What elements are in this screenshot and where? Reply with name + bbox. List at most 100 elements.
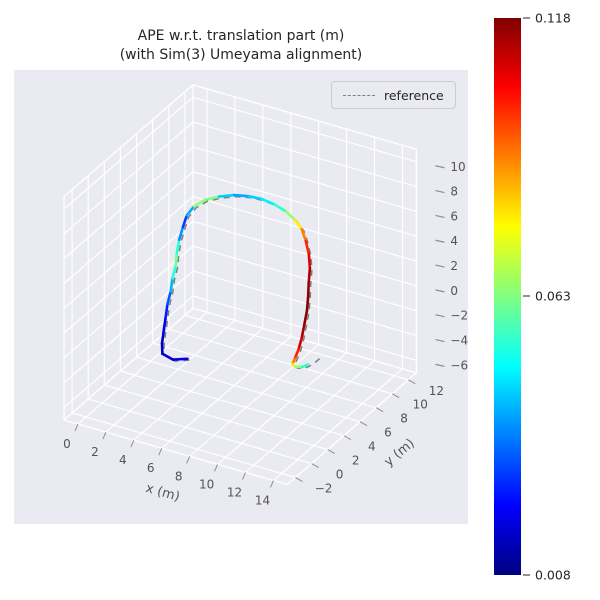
colorbar: [494, 18, 521, 575]
grid-line: [120, 370, 345, 437]
z-tick-mark: [435, 363, 445, 367]
z-tick-label: 4: [450, 234, 458, 248]
grid-line: [133, 327, 264, 441]
trajectory-segment: [175, 238, 181, 255]
trajectory-segment: [174, 251, 179, 267]
y-tick-mark: [408, 379, 416, 385]
y-tick-mark: [391, 393, 400, 399]
grid-line: [245, 360, 375, 473]
grid-line: [63, 307, 194, 421]
trajectory-segment: [204, 195, 221, 202]
x-tick-label: 4: [119, 453, 127, 467]
grid-line: [217, 352, 347, 465]
trajectory-segment: [166, 289, 172, 306]
x-tick-label: 14: [255, 493, 270, 507]
grid-line: [152, 342, 377, 409]
x-tick-mark: [74, 423, 79, 432]
x-tick-mark: [214, 464, 219, 472]
grid-line: [161, 336, 292, 449]
z-tick-label: 2: [450, 259, 458, 273]
y-tick-label: 6: [384, 426, 392, 440]
trajectory-segment: [307, 267, 312, 285]
trajectory-segment: [300, 322, 306, 340]
x-tick-label: 6: [147, 461, 155, 475]
x-tick-mark: [242, 472, 247, 480]
y-tick-mark: [375, 407, 384, 413]
colorbar-tick-label-mid: 0.063: [535, 288, 571, 304]
trajectory-segment: [247, 194, 264, 201]
trajectory-segment: [217, 193, 236, 198]
trajectory-segment: [181, 214, 189, 229]
y-tick-mark: [359, 421, 368, 427]
grid-line: [105, 319, 236, 433]
plot-title: APE w.r.t. translation part (m) (with Si…: [14, 27, 468, 65]
grid-line: [273, 368, 403, 481]
trajectory-segment: [233, 193, 250, 198]
z-tick-mark: [435, 190, 445, 194]
colorbar-tick-min: 0.008: [523, 568, 571, 583]
x-tick-mark: [158, 448, 163, 456]
trajectory-segment: [160, 328, 166, 345]
trajectory-segment: [297, 336, 304, 351]
trajectory-segment: [162, 315, 167, 332]
z-tick-label: −2: [450, 309, 468, 323]
y-tick-label: 12: [429, 384, 444, 398]
trajectory-segment: [305, 294, 310, 312]
grid-line: [63, 196, 194, 309]
x-tick-mark: [186, 456, 191, 464]
x-tick-label: 10: [199, 477, 214, 491]
grid-line: [63, 96, 194, 210]
y-tick-mark: [295, 477, 303, 482]
grid-line: [63, 245, 194, 359]
axes-background: [14, 70, 468, 524]
z-tick-mark: [435, 165, 445, 169]
colorbar-tick-label-max: 0.118: [535, 10, 571, 26]
trajectory-segment: [177, 225, 185, 242]
grid-line: [71, 412, 296, 479]
grid-line: [192, 146, 417, 212]
x-tick-mark: [102, 431, 107, 440]
grid-line: [63, 146, 194, 260]
grid-line: [192, 245, 417, 312]
z-tick-label: 6: [450, 209, 458, 223]
x-tick-mark: [270, 480, 274, 488]
z-tick-mark: [435, 314, 445, 318]
x-tick-label: 8: [175, 469, 183, 483]
grid-line: [63, 295, 194, 409]
grid-line: [104, 384, 328, 451]
grid-line: [192, 307, 417, 374]
z-tick-mark: [435, 289, 445, 293]
trajectory-segment: [300, 227, 308, 243]
trajectory-segment: [171, 264, 178, 280]
trajectory-segment: [284, 210, 297, 221]
grid-line: [63, 419, 288, 486]
legend: reference: [331, 81, 456, 109]
grid-line: [192, 196, 417, 262]
trajectory-segment: [306, 281, 311, 298]
x-tick-mark: [130, 439, 135, 448]
grid-line: [77, 311, 208, 425]
colorbar-tick-mark: [523, 17, 530, 19]
colorbar-tick-mark: [523, 295, 530, 297]
plot-title-line1: APE w.r.t. translation part (m): [137, 28, 345, 44]
z-tick-label: −4: [450, 334, 468, 348]
trajectory-segment: [293, 218, 304, 231]
colorbar-tick-mid: 0.063: [523, 289, 571, 304]
colorbar-tick-max: 0.118: [523, 11, 571, 26]
trajectory-segment: [307, 253, 312, 270]
y-tick-label: 4: [368, 440, 376, 454]
trajectory-segment: [273, 203, 288, 213]
x-tick-label: 12: [227, 485, 242, 499]
y-tick-mark: [343, 435, 352, 441]
y-tick-label: 2: [352, 454, 360, 468]
grid-line: [192, 96, 417, 163]
trajectory-segment: [293, 348, 300, 361]
x-tick-label: 2: [91, 445, 99, 459]
grid-line: [192, 171, 417, 237]
grid-line: [63, 84, 194, 198]
z-tick-mark: [435, 338, 445, 343]
z-tick-mark: [435, 214, 445, 218]
grid-line: [136, 356, 361, 423]
grid-line: [63, 171, 194, 284]
